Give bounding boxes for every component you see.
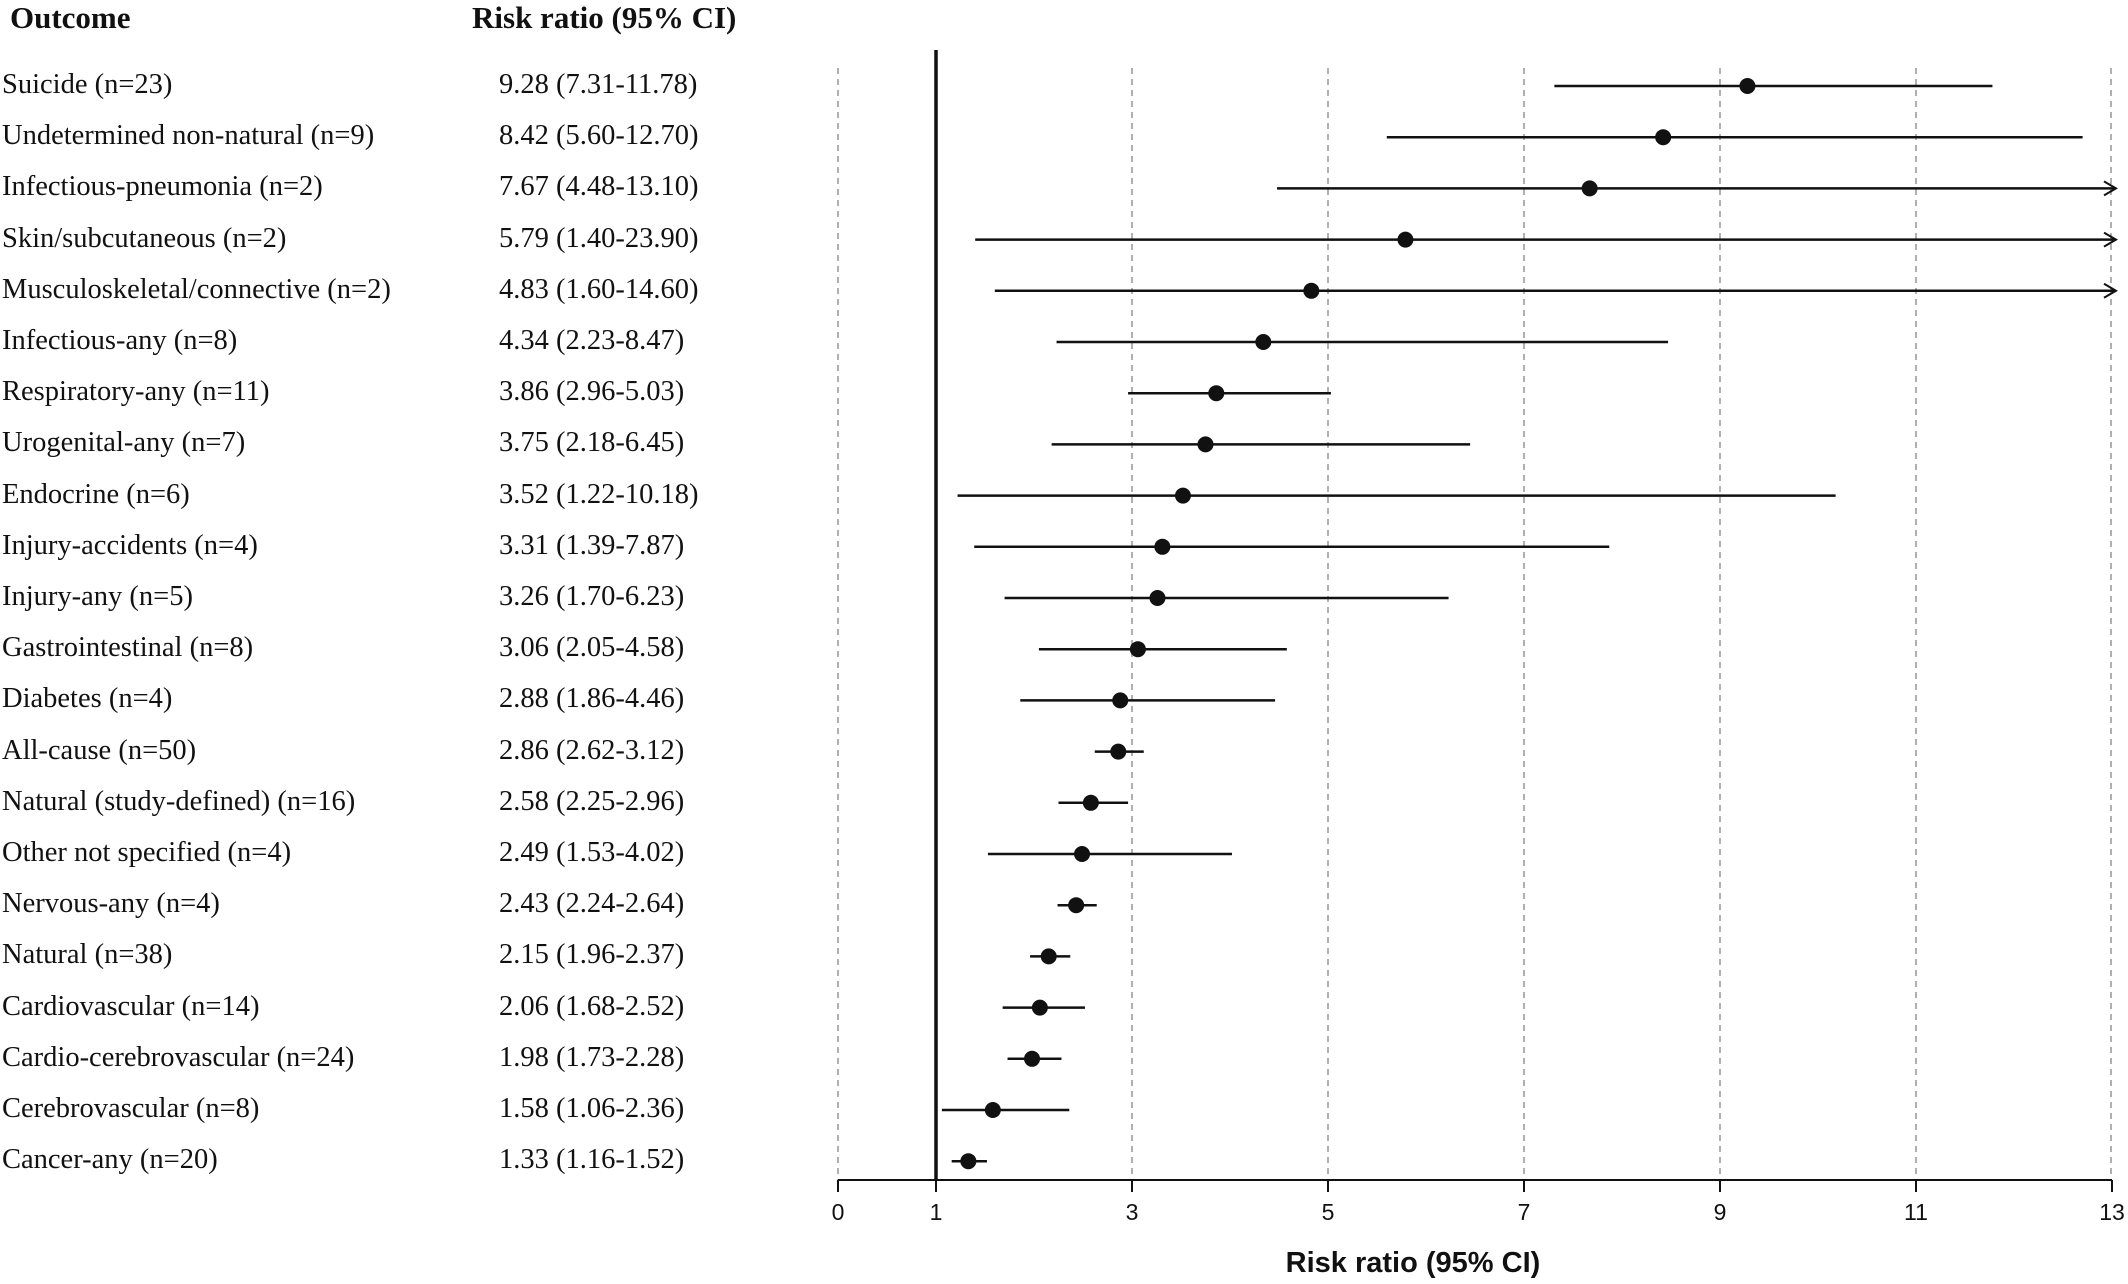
outcome-label: Nervous-any (n=4) [2,888,220,920]
point-estimate-marker [1197,436,1214,453]
x-tick-label: 9 [1714,1199,1727,1225]
risk-ratio-ci-text: 2.49 (1.53-4.02) [499,837,685,868]
risk-ratio-ci-text: 7.67 (4.48-13.10) [499,171,699,203]
outcome-label: Natural (study-defined) (n=16) [2,785,356,817]
risk-ratio-ci-text: 3.06 (2.05-4.58) [499,632,685,664]
outcome-label: Other not specified (n=4) [2,837,292,868]
outcome-label: Injury-accidents (n=4) [2,529,258,561]
outcome-label: Diabetes (n=4) [2,683,173,715]
ci-truncation-arrow [2103,231,2118,248]
risk-ratio-ci-text: 9.28 (7.31-11.78) [499,69,698,100]
outcome-label: Cardio-cerebrovascular (n=24) [2,1041,355,1073]
risk-ratio-ci-text: 3.26 (1.70-6.23) [499,581,685,612]
outcome-label: Infectious-pneumonia (n=2) [2,171,323,203]
point-estimate-marker [1040,948,1057,965]
risk-ratio-ci-text: 3.75 (2.18-6.45) [499,427,685,459]
outcome-label: Musculoskeletal/connective (n=2) [2,273,391,305]
x-tick-label: 7 [1518,1199,1531,1225]
point-estimate-marker [1149,590,1166,606]
point-estimate-marker [984,1102,1001,1118]
risk-ratio-ci-text: 4.34 (2.23-8.47) [499,325,685,356]
risk-ratio-ci-text: 8.42 (5.60-12.70) [499,120,699,152]
risk-ratio-ci-text: 3.86 (2.96-5.03) [499,376,685,408]
risk-ratio-ci-text: 2.43 (2.24-2.64) [499,888,685,920]
outcome-column-header: Outcome [10,0,131,35]
point-estimate-marker [1154,538,1171,555]
point-estimate-marker [1074,846,1091,862]
point-estimate-marker [1031,999,1048,1016]
point-estimate-marker [1082,794,1099,811]
point-estimate-marker [1581,180,1598,197]
point-estimate-marker [1174,487,1191,504]
risk-ratio-ci-text: 5.79 (1.40-23.90) [499,222,699,254]
ci-truncation-arrow [2103,282,2118,299]
outcome-label: Skin/subcutaneous (n=2) [2,222,287,254]
risk-ratio-ci-text: 4.83 (1.60-14.60) [499,273,699,305]
risk-ratio-ci-text: 3.31 (1.39-7.87) [499,529,685,561]
point-estimate-marker [1112,692,1129,709]
risk-ratio-ci-text: 2.86 (2.62-3.12) [499,734,685,766]
point-estimate-marker [1024,1050,1041,1067]
outcome-label: Respiratory-any (n=11) [2,376,270,408]
x-tick-label: 1 [930,1199,943,1225]
x-tick-label: 11 [1904,1199,1928,1225]
risk-ratio-ci-text: 1.98 (1.73-2.28) [499,1041,685,1073]
point-estimate-marker [1129,641,1146,658]
point-estimate-marker [1208,385,1225,402]
point-estimate-marker [960,1153,977,1170]
outcome-label: Cardiovascular (n=14) [2,990,260,1022]
point-estimate-marker [1110,743,1127,760]
ci-truncation-arrow [2103,180,2118,197]
outcome-label: Urogenital-any (n=7) [2,427,246,459]
risk-ratio-ci-text: 2.88 (1.86-4.46) [499,683,685,715]
risk-ratio-ci-text: 1.58 (1.06-2.36) [499,1093,685,1124]
risk-ratio-ci-text: 2.15 (1.96-2.37) [499,939,685,971]
x-tick-label: 13 [2099,1199,2125,1225]
risk-ratio-column-header: Risk ratio (95% CI) [472,0,737,35]
risk-ratio-ci-text: 3.52 (1.22-10.18) [499,478,699,510]
point-estimate-marker [1068,897,1085,914]
outcome-label: Endocrine (n=6) [2,478,190,510]
outcome-label: Suicide (n=23) [2,69,173,100]
risk-ratio-ci-text: 2.06 (1.68-2.52) [499,990,685,1022]
x-tick-label: 0 [832,1199,845,1225]
x-tick-label: 5 [1322,1199,1335,1225]
outcome-label: Cancer-any (n=20) [2,1144,218,1176]
outcome-label: Gastrointestinal (n=8) [2,632,254,664]
point-estimate-marker [1739,78,1756,94]
x-tick-label: 3 [1126,1199,1139,1225]
point-estimate-marker [1255,334,1272,350]
outcome-label: Infectious-any (n=8) [2,325,238,356]
point-estimate-marker [1655,129,1672,146]
outcome-label: All-cause (n=50) [2,734,197,766]
x-axis-label: Risk ratio (95% CI) [1286,1247,1541,1279]
outcome-label: Natural (n=38) [2,939,173,971]
outcome-label: Undetermined non-natural (n=9) [2,120,375,152]
point-estimate-marker [1397,231,1414,248]
point-estimate-marker [1303,282,1320,299]
risk-ratio-ci-text: 1.33 (1.16-1.52) [499,1144,685,1176]
risk-ratio-ci-text: 2.58 (2.25-2.96) [499,785,685,817]
outcome-label: Injury-any (n=5) [2,581,193,612]
outcome-label: Cerebrovascular (n=8) [2,1093,260,1124]
